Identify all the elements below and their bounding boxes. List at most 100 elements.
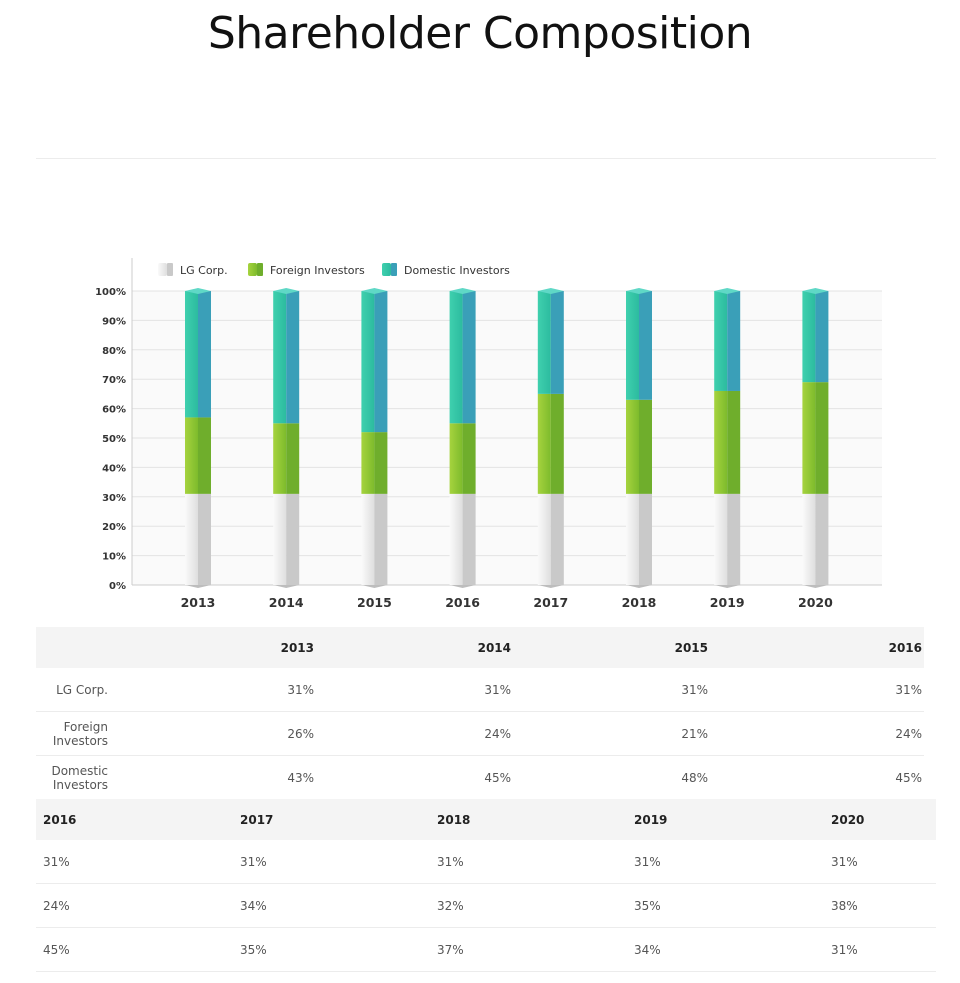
bar-bottom (537, 585, 564, 588)
bar-segment-side (374, 493, 388, 585)
bar-top-cap (626, 288, 652, 294)
x-tick-label: 2017 (533, 595, 568, 610)
table-cell: 21% (513, 711, 710, 756)
x-tick-label: 2020 (798, 595, 833, 610)
bar-bottom (449, 585, 476, 588)
y-tick-label: 100% (95, 287, 126, 298)
legend-swatch-side (391, 263, 397, 276)
bar-segment-front (714, 493, 728, 585)
table-cell: 31% (513, 668, 710, 712)
bar-segment-side (198, 493, 211, 585)
y-tick-label: 50% (102, 434, 126, 445)
bar-segment-front (537, 291, 551, 394)
y-tick-label: 70% (102, 375, 126, 386)
table-cell: 43% (154, 755, 316, 800)
table2-header-year: 2020 (824, 799, 936, 840)
table-cell: 24% (36, 883, 233, 928)
table-cell: 45% (710, 755, 924, 800)
table-cell: 31% (316, 668, 513, 712)
x-tick-label: 2014 (269, 595, 304, 610)
bar-segment-front (537, 493, 551, 585)
shareholder-chart: 0% 10% 20% 30% 40% 50% 60% 70% 80% 90% 100% 2013 201… (0, 240, 960, 620)
bar-segment-side (727, 291, 741, 391)
table-cell: 34% (627, 927, 824, 972)
bar-segment-side (639, 399, 652, 494)
table-cell: 31% (824, 840, 936, 884)
bar-segment-side (550, 393, 564, 494)
table-cell: 45% (316, 755, 513, 800)
table-cell: 48% (513, 755, 710, 800)
row-label: Foreign Investors (36, 711, 154, 756)
table-cell: 26% (154, 711, 316, 756)
bar-segment-front (273, 291, 287, 424)
y-tick-label: 40% (102, 463, 126, 474)
table-cell: 38% (824, 883, 936, 928)
bar-segment-front (185, 291, 198, 418)
x-tick-label: 2016 (445, 595, 480, 610)
page-title: Shareholder Composition (207, 8, 753, 59)
table-cell: 45% (36, 927, 233, 972)
table-row: Domestic Investors 43% 45% 48% 45% (36, 755, 924, 800)
table2-header-year: 2017 (233, 799, 430, 840)
bar-top-cap (273, 288, 300, 294)
bar-segment-front (802, 291, 816, 383)
legend-swatch-front (248, 263, 257, 276)
bar-segment-front (626, 493, 639, 585)
bar-segment-side (727, 493, 741, 585)
bar-top-cap (449, 288, 476, 294)
table1-header-year: 2015 (513, 627, 710, 668)
y-tick-label: 0% (109, 581, 126, 592)
table-cell: 31% (154, 668, 316, 712)
table2-header-year: 2019 (627, 799, 824, 840)
bar-bottom (714, 585, 741, 588)
table-cell: 31% (710, 668, 924, 712)
shareholder-table-2: 2016 2017 2018 2019 2020 31% 31% 31% 31%… (36, 799, 936, 972)
bar-segment-side (462, 493, 476, 585)
table-cell: 24% (710, 711, 924, 756)
bar-segment-side (462, 423, 476, 494)
table-row: 24% 34% 32% 35% 38% (36, 883, 936, 928)
table-row: 31% 31% 31% 31% 31% (36, 840, 936, 884)
shareholder-table-1: 2013 2014 2015 2016 LG Corp. 31% 31% 31%… (36, 627, 924, 800)
bar-segment-side (550, 291, 564, 394)
table2-header-row: 2016 2017 2018 2019 2020 (36, 799, 936, 840)
bar-segment-front (361, 432, 375, 494)
bar-segment-side (639, 493, 652, 585)
table2-header-year: 2018 (430, 799, 627, 840)
bar-segment-side (815, 382, 829, 494)
bar-segment-front (802, 382, 816, 494)
divider (36, 158, 936, 159)
bar-segment-side (639, 291, 652, 400)
bar-top-cap (802, 288, 829, 294)
bar-segment-side (550, 493, 564, 585)
bar-segment-front (714, 390, 728, 494)
bar-top-cap (714, 288, 741, 294)
bar-segment-front (361, 291, 375, 433)
table-cell: 31% (233, 840, 430, 884)
bar-top-cap (361, 288, 388, 294)
bar-segment-front (537, 393, 551, 494)
table-cell: 35% (627, 883, 824, 928)
table-cell: 31% (824, 927, 936, 972)
table1-header-year: 2016 (710, 627, 924, 668)
bar-segment-front (273, 493, 287, 585)
bar-bottom (802, 585, 829, 588)
legend-swatch-side (167, 263, 173, 276)
table-cell: 35% (233, 927, 430, 972)
bar-segment-front (802, 493, 816, 585)
bar-bottom (185, 585, 211, 588)
table-cell: 31% (36, 840, 233, 884)
bar-segment-side (374, 291, 388, 433)
bar-segment-front (714, 291, 728, 391)
bar-bottom (273, 585, 300, 588)
legend-label: Foreign Investors (270, 264, 365, 277)
bar-bottom (361, 585, 388, 588)
y-tick-label: 10% (102, 552, 126, 563)
bar-segment-front (361, 493, 375, 585)
bar-segment-side (727, 390, 741, 494)
bar-segment-side (815, 291, 829, 383)
y-tick-label: 90% (102, 316, 126, 327)
x-tick-label: 2018 (622, 595, 657, 610)
table1-header-year: 2014 (316, 627, 513, 668)
table-cell: 32% (430, 883, 627, 928)
